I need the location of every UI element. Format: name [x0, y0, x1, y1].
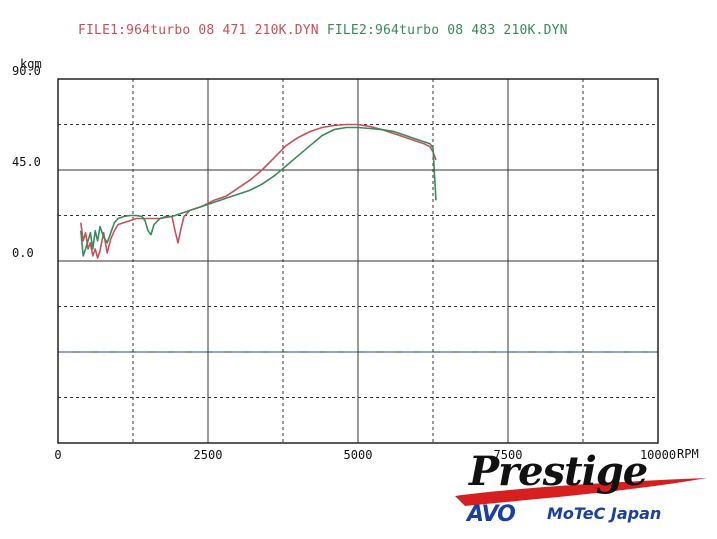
x-tick-label: 10000 [640, 448, 676, 462]
x-tick-label: 5000 [344, 448, 373, 462]
logo-swoosh-icon [455, 478, 707, 506]
y-tick-label: 45.0 [12, 155, 41, 169]
logo-motec: MoTeC Japan [547, 504, 662, 523]
y-tick-label: 0.0 [12, 246, 34, 260]
plot-frame [57, 78, 659, 444]
x-axis-label: RPM [677, 447, 699, 461]
series-line-file2 [80, 126, 437, 257]
logo-avo: AVO [467, 502, 516, 527]
logo-brand: Prestige [469, 448, 648, 495]
legend-file2: FILE2:964turbo 08 483 210K.DYN [326, 23, 568, 38]
x-tick-label: 2500 [194, 448, 223, 462]
legend-file1: FILE1:964turbo 08 471 210K.DYN [78, 23, 319, 38]
y-axis-label: kgm [20, 57, 42, 71]
y-tick-label: 90.0 [12, 64, 41, 78]
series-line-file1 [80, 123, 437, 259]
prestige-logo: Prestige AVO MoTeC Japan [445, 448, 715, 538]
x-tick-label: 7500 [494, 448, 523, 462]
file-legend: FILE1:964turbo 08 471 210K.DYN FILE2:964… [78, 23, 568, 38]
x-tick-label: 0 [54, 448, 61, 462]
